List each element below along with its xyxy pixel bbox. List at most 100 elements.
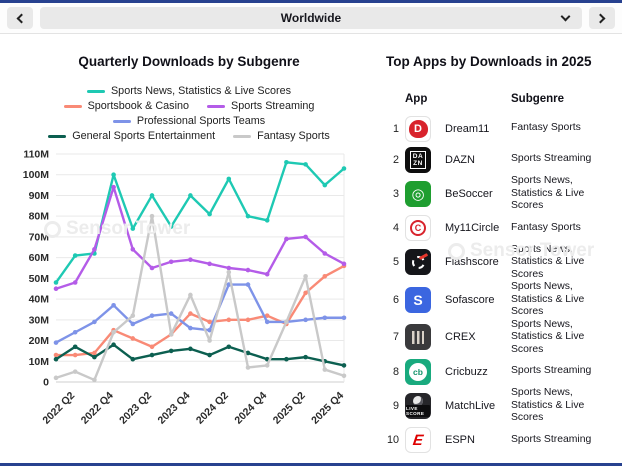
app-table-row[interactable]: 4 C My11Circle Fantasy Sports [386,213,612,244]
svg-text:40M: 40M [29,294,50,306]
region-dropdown[interactable]: Worldwide [40,7,582,29]
app-name: Sofascore [445,293,495,306]
app-name: DAZN [445,153,475,166]
app-subgenre: Sports Streaming [511,433,592,445]
besoccer-app-icon: ◎ [405,180,431,207]
legend-label: Sports News, Statistics & Live Scores [110,85,291,97]
column-header-app: App [405,93,428,105]
app-name: MatchLive [445,399,496,412]
line-chart-canvas: 0 10M 20M 30M 40M 50M 60M 70M 80M 90M 100M 110M 2022… [23,149,347,427]
svg-text:2024 Q4: 2024 Q4 [232,390,269,427]
next-button[interactable] [589,7,615,29]
flashscore-app-icon [405,249,431,276]
app-table-row[interactable]: 8 cb Cricbuzz Sports Streaming [386,356,612,387]
app-rank: 1 [392,122,399,135]
app-table-row[interactable]: 5 Flashscore Sports News, Statistics & L… [386,244,612,282]
app-name: BeSoccer [445,187,493,200]
app-subgenre: Sports News, Statistics & Live Scores [511,175,585,211]
svg-text:60M: 60M [29,252,50,264]
matchlive-app-icon: LIVE SCORE [405,392,431,419]
svg-text:2024 Q2: 2024 Q2 [194,390,231,427]
app-name: ESPN [445,434,475,446]
legend-label: Sports Streaming [231,100,315,112]
app-rank: 3 [392,187,399,200]
svg-text:0: 0 [43,377,49,389]
svg-text:2025 Q2: 2025 Q2 [271,390,308,427]
svg-text:2022 Q4: 2022 Q4 [79,390,116,427]
chevron-left-icon [16,13,27,23]
legend-item[interactable]: General Sports Entertainment [48,130,215,142]
legend-swatch-icon [86,89,105,93]
chart-title: Quarterly Downloads by Subgenre [78,54,300,69]
app-rank: 7 [392,331,399,344]
legend-label: Fantasy Sports [257,130,330,142]
region-dropdown-value: Worldwide [280,11,342,25]
app-subgenre: Sports News, Statistics & Live Scores [511,387,585,423]
svg-text:90M: 90M [29,190,50,202]
app-table-row[interactable]: 6 S Sofascore Sports News, Statistics & … [386,281,612,319]
legend-item[interactable]: Fantasy Sports [233,130,330,142]
svg-text:2023 Q4: 2023 Q4 [156,390,193,427]
app-subgenre: Sports News, Statistics & Live Scores [511,281,585,317]
app-rank: 5 [392,256,399,269]
legend-item[interactable]: Professional Sports Teams [112,115,266,127]
legend-item[interactable]: Sports Streaming [207,100,314,112]
app-table-row[interactable]: 7 CREX Sports News, Statistics & Live Sc… [386,319,612,357]
legend-swatch-icon [112,119,131,123]
svg-text:30M: 30M [29,314,50,326]
legend-swatch-icon [233,134,252,138]
legend-item[interactable]: Sports News, Statistics & Live Scores [86,85,291,97]
app-rank: 9 [392,399,399,412]
legend-item[interactable]: Sportsbook & Casino [63,100,189,112]
app-subgenre: Fantasy Sports [511,221,581,233]
cricbuzz-app-icon: cb [405,358,431,385]
top-apps-panel: Sensor Tower Top Apps by Downloads in 20… [368,44,612,463]
previous-button[interactable] [7,7,33,29]
chart-legend: Sports News, Statistics & Live Scores Spo… [10,85,368,142]
svg-text:80M: 80M [29,211,50,223]
apps-title: Top Apps by Downloads in 2025 [386,54,592,69]
svg-text:20M: 20M [29,335,50,347]
app-table-row[interactable]: 9 LIVE SCORE MatchLive Sports News, Stat… [386,387,612,425]
app-subgenre: Sports Streaming [511,153,592,165]
column-header-subgenre: Subgenre [511,93,565,105]
svg-text:10M: 10M [29,356,50,368]
top-navigation-bar: Worldwide [0,3,622,34]
app-table-row[interactable]: 10 E ESPN Sports Streaming [386,425,612,456]
app-rank: 10 [386,434,399,446]
svg-text:70M: 70M [29,231,50,243]
app-name: Dream11 [445,122,490,135]
svg-text:2025 Q4: 2025 Q4 [309,390,346,427]
chart-panel: Quarterly Downloads by Subgenre Sports N… [10,44,368,463]
my11circle-app-icon: C [405,215,431,241]
main-content: Quarterly Downloads by Subgenre Sports N… [0,34,622,463]
app-subgenre: Sports News, Statistics & Live Scores [511,318,585,355]
chevron-right-icon [595,13,606,23]
chevron-down-icon [560,11,571,22]
sofascore-app-icon: S [405,286,431,313]
chart-area: Sensor Tower 0 10M 20M 30M 40M 50M 60M 70M 80M 90… [10,146,368,447]
apps-table: App Subgenre 1 D Dream11 Fantasy Sports … [386,93,612,456]
app-table-row[interactable]: 3 ◎ BeSoccer Sports News, Statistics & L… [386,175,612,213]
app-name: My11Circle [445,222,500,234]
svg-text:2022 Q2: 2022 Q2 [40,390,77,427]
legend-swatch-icon [48,134,67,138]
app-name: Flashscore [445,256,499,269]
espn-app-icon: E [405,427,431,453]
app-name: Cricbuzz [445,365,488,378]
apps-rows: 1 D Dream11 Fantasy Sports 2 DA ZN DAZN … [386,113,612,456]
legend-swatch-icon [63,104,82,108]
app-subgenre: Fantasy Sports [511,122,581,134]
app-name: CREX [445,331,476,344]
app-rank: 6 [392,293,399,306]
legend-label: Professional Sports Teams [136,115,266,127]
app-table-row[interactable]: 2 DA ZN DAZN Sports Streaming [386,144,612,175]
legend-label: General Sports Entertainment [72,130,216,142]
svg-text:2023 Q2: 2023 Q2 [117,390,154,427]
crex-app-icon [405,324,431,351]
legend-swatch-icon [207,104,225,108]
dream11-app-icon: D [405,115,431,142]
app-table-row[interactable]: 1 D Dream11 Fantasy Sports [386,113,612,144]
app-subgenre: Sports Streaming [511,365,592,377]
